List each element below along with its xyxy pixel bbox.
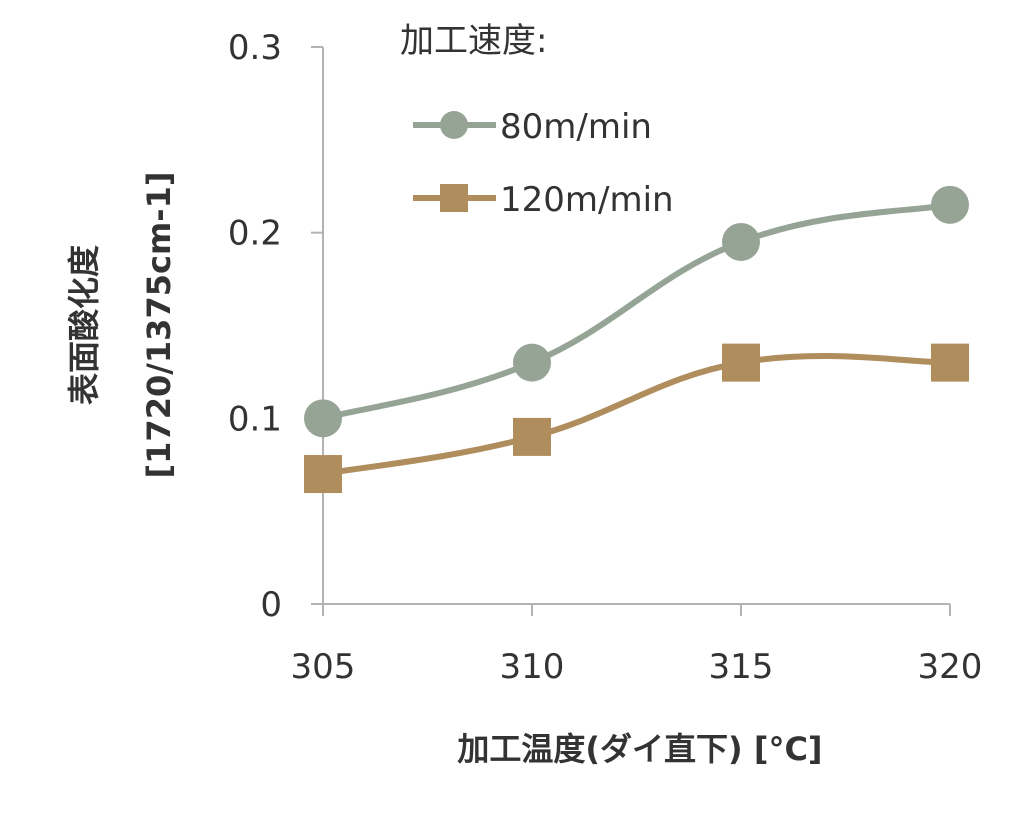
series-1 [304,343,969,494]
x-tick-label: 315 [709,647,774,687]
y-axis-title: 表面酸化度 [65,245,103,405]
data-point-circle [304,399,342,438]
legend-label: 80m/min [500,107,652,147]
data-point-circle [931,185,969,224]
y-tick-label: 0.1 [228,399,282,439]
data-point-square [304,455,342,494]
x-tick-label: 305 [291,647,356,687]
y-axis-ticks: 0 0.1 0.2 0.3 [228,28,323,625]
y-axis-subtitle: [1720/1375cm-1] [140,172,178,479]
legend-item-1: 120m/min [413,180,674,220]
legend-marker-square [440,184,468,212]
x-axis-ticks: 305 310 315 320 [291,604,983,687]
series-line [320,353,953,478]
data-point-circle [722,222,760,261]
legend: 加工速度: 80m/min 120m/min [400,21,674,220]
x-tick-label: 320 [918,647,983,687]
data-point-square [931,343,969,382]
series-layer [304,185,969,494]
legend-marker-circle [440,111,468,139]
data-point-square [722,343,760,382]
y-tick-label: 0.3 [228,28,282,68]
y-tick-label: 0 [260,585,282,625]
series-0 [304,185,969,438]
legend-title: 加工速度: [400,21,547,61]
x-axis-title: 加工温度(ダイ直下) [°C] [457,730,822,768]
data-point-square [513,417,551,456]
x-tick-label: 310 [500,647,565,687]
series-line [320,201,953,422]
legend-item-0: 80m/min [413,107,652,147]
y-tick-label: 0.2 [228,214,282,254]
data-point-circle [513,343,551,382]
axes [322,47,950,605]
legend-label: 120m/min [500,180,674,220]
